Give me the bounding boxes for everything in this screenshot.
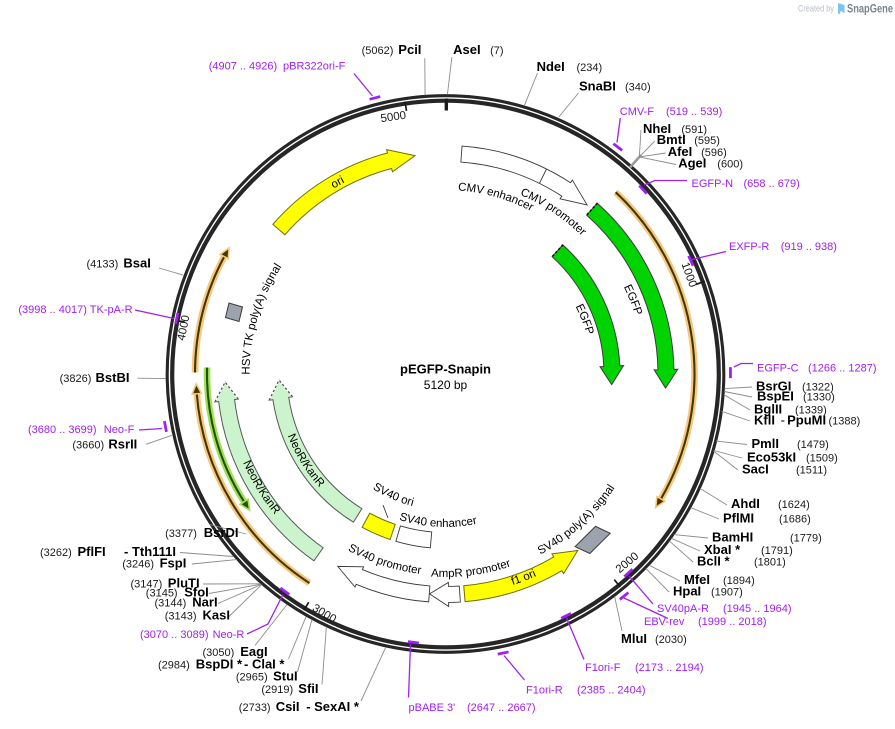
svg-text:SfiI: SfiI — [298, 681, 318, 696]
svg-text:(2173 .. 2194): (2173 .. 2194) — [635, 662, 704, 674]
svg-text:(600): (600) — [717, 159, 743, 171]
svg-text:Neo-F: Neo-F — [104, 424, 135, 436]
svg-text:(3147): (3147) — [131, 578, 163, 590]
svg-text:pBABE 3': pBABE 3' — [409, 702, 456, 714]
svg-text:(7): (7) — [490, 45, 503, 57]
svg-text:BclI *: BclI * — [697, 554, 730, 569]
svg-text:(2965): (2965) — [236, 672, 268, 684]
svg-text:(1791): (1791) — [761, 545, 793, 557]
svg-text:(1779): (1779) — [790, 533, 822, 545]
svg-text:(2647 .. 2667): (2647 .. 2667) — [467, 702, 536, 714]
svg-text:SnapGene: SnapGene — [847, 4, 893, 16]
svg-text:RsrII: RsrII — [108, 437, 137, 452]
svg-text:PluTI: PluTI — [168, 575, 200, 590]
svg-text:(340): (340) — [625, 82, 651, 94]
svg-text:(1801): (1801) — [754, 557, 786, 569]
svg-text:SnaBI: SnaBI — [579, 79, 616, 94]
svg-text:EGFP-N: EGFP-N — [692, 178, 734, 190]
svg-text:pBR322ori-F: pBR322ori-F — [283, 61, 346, 73]
svg-text:PflMI: PflMI — [723, 511, 754, 526]
svg-text:(1624): (1624) — [778, 499, 810, 511]
svg-text:HpaI: HpaI — [673, 584, 701, 599]
svg-text:CsiI: CsiI — [276, 699, 300, 714]
svg-text:NdeI: NdeI — [537, 59, 565, 74]
svg-text:(1686): (1686) — [779, 514, 811, 526]
svg-text:EagI: EagI — [240, 644, 267, 659]
svg-text:EBV-rev: EBV-rev — [644, 616, 685, 628]
svg-text:(4133): (4133) — [87, 259, 119, 271]
svg-text:(1330): (1330) — [803, 392, 835, 404]
svg-text:pEGFP-Snapin: pEGFP-Snapin — [400, 362, 491, 377]
svg-text:F1ori-R: F1ori-R — [526, 685, 563, 697]
svg-text:(3070 .. 3089): (3070 .. 3089) — [140, 629, 209, 641]
svg-text:(919 .. 938): (919 .. 938) — [781, 241, 837, 253]
svg-text:BstBI: BstBI — [96, 370, 130, 385]
svg-text:- Tth111I: - Tth111I — [124, 544, 176, 559]
svg-text:PpuMI: PpuMI — [787, 413, 826, 428]
svg-text:(3143): (3143) — [165, 611, 197, 623]
svg-text:(1894): (1894) — [723, 575, 755, 587]
svg-text:Neo-R: Neo-R — [213, 629, 245, 641]
svg-text:(1509): (1509) — [806, 453, 838, 465]
svg-text:(3246): (3246) — [122, 558, 154, 570]
svg-text:(1266 .. 1287): (1266 .. 1287) — [808, 363, 877, 375]
svg-text:(1388): (1388) — [829, 416, 861, 428]
svg-text:PciI: PciI — [398, 42, 421, 57]
svg-text:(3680 .. 3699): (3680 .. 3699) — [28, 424, 97, 436]
svg-text:SacI: SacI — [742, 462, 769, 477]
svg-text:BsrDI: BsrDI — [204, 525, 239, 540]
svg-text:-: - — [781, 413, 785, 428]
svg-text:(2030): (2030) — [655, 634, 687, 646]
svg-text:(3050): (3050) — [203, 647, 235, 659]
svg-text:(1479): (1479) — [797, 439, 829, 451]
svg-text:EXFP-R: EXFP-R — [729, 241, 769, 253]
svg-text:(519 .. 539): (519 .. 539) — [666, 106, 722, 118]
svg-text:- SexAI *: - SexAI * — [306, 699, 360, 714]
svg-text:(1511): (1511) — [796, 465, 827, 477]
svg-text:Created by: Created by — [798, 4, 834, 15]
svg-text:(4907 .. 4926): (4907 .. 4926) — [209, 61, 278, 73]
svg-text:(2984): (2984) — [158, 660, 190, 672]
svg-text:(3377): (3377) — [165, 528, 197, 540]
svg-text:AseI: AseI — [453, 42, 480, 57]
svg-text:(595): (595) — [694, 135, 720, 147]
svg-text:(2385 .. 2404): (2385 .. 2404) — [577, 685, 646, 697]
svg-text:TK-pA-R: TK-pA-R — [90, 304, 133, 316]
svg-text:(1999 .. 2018): (1999 .. 2018) — [698, 616, 767, 628]
svg-text:KasI: KasI — [203, 608, 230, 623]
svg-text:(3826): (3826) — [60, 373, 92, 385]
svg-text:BsaI: BsaI — [123, 256, 150, 271]
svg-text:F1ori-F: F1ori-F — [585, 662, 621, 674]
svg-text:MluI: MluI — [621, 631, 647, 646]
svg-text:PflFI: PflFI — [78, 544, 106, 559]
svg-text:AhdI: AhdI — [731, 496, 760, 511]
svg-text:(1945 .. 1964): (1945 .. 1964) — [723, 603, 792, 615]
svg-text:CMV-F: CMV-F — [620, 106, 655, 118]
svg-text:AgeI: AgeI — [678, 156, 706, 171]
svg-text:EGFP-C: EGFP-C — [757, 363, 799, 375]
svg-text:(5062): (5062) — [362, 45, 394, 57]
svg-text:5120 bp: 5120 bp — [424, 378, 468, 392]
svg-text:(1907): (1907) — [711, 587, 743, 599]
svg-text:(2919): (2919) — [261, 684, 293, 696]
svg-text:(2733): (2733) — [239, 702, 271, 714]
svg-text:(234): (234) — [577, 62, 603, 74]
svg-text:(3998 .. 4017): (3998 .. 4017) — [18, 304, 87, 316]
svg-text:KflI: KflI — [754, 413, 775, 428]
svg-text:SV40pA-R: SV40pA-R — [657, 603, 709, 615]
svg-text:(3262): (3262) — [40, 547, 72, 559]
svg-text:(3660): (3660) — [72, 440, 104, 452]
svg-text:(658 .. 679): (658 .. 679) — [744, 178, 800, 190]
